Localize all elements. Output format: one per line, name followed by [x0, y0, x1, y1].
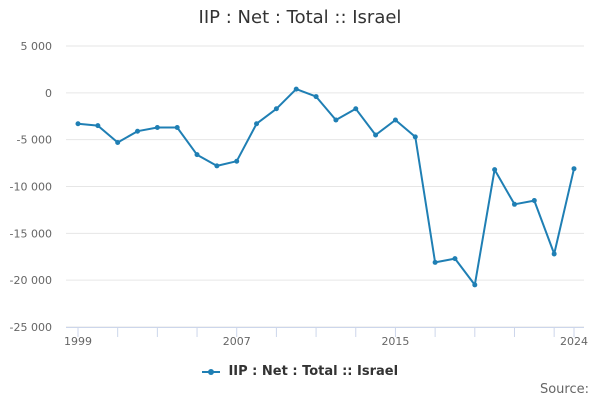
data-point[interactable]	[214, 163, 220, 169]
data-point[interactable]	[373, 132, 379, 138]
data-point[interactable]	[174, 124, 180, 130]
data-point[interactable]	[293, 86, 299, 92]
y-tick-label: 5 000	[21, 40, 53, 53]
source-label: Source:	[539, 382, 589, 397]
y-tick-label: -15 000	[10, 227, 52, 240]
data-point[interactable]	[154, 124, 160, 130]
y-tick-label: -25 000	[10, 321, 52, 334]
data-point[interactable]	[531, 198, 537, 204]
data-point[interactable]	[115, 139, 121, 145]
x-tick-label: 2007	[223, 335, 251, 348]
data-point[interactable]	[194, 152, 200, 158]
data-point[interactable]	[551, 251, 557, 257]
legend-swatch-icon	[201, 367, 220, 377]
y-tick-label: 0	[45, 87, 52, 100]
series-layer	[75, 86, 577, 288]
data-point[interactable]	[452, 256, 458, 262]
data-point[interactable]	[432, 259, 438, 265]
data-point[interactable]	[95, 123, 101, 129]
y-tick-label: -10 000	[10, 181, 52, 194]
data-point[interactable]	[313, 94, 319, 100]
y-tick-label: -5 000	[17, 134, 52, 147]
data-point[interactable]	[254, 121, 260, 127]
series-line	[77, 88, 575, 286]
gridlines	[66, 45, 584, 328]
data-point[interactable]	[492, 167, 498, 173]
data-point[interactable]	[392, 117, 398, 123]
data-point[interactable]	[273, 106, 279, 112]
data-point[interactable]	[75, 121, 81, 127]
data-point[interactable]	[234, 158, 240, 164]
y-axis: 5 000 0 -5 000 -10 000 -15 000 -20 000 -25 000	[10, 40, 52, 334]
y-tick-label: -20 000	[10, 274, 52, 287]
x-tick-label: 1999	[64, 335, 92, 348]
data-point[interactable]	[333, 117, 339, 123]
x-tick-label: 2015	[381, 335, 409, 348]
legend-label: IIP : Net : Total :: Israel	[228, 364, 399, 379]
data-point[interactable]	[412, 134, 418, 140]
chart-title: IIP : Net : Total :: Israel	[198, 7, 402, 28]
x-tick-label: 2024	[560, 335, 588, 348]
x-axis: 1999 2007 2015 2024	[64, 327, 588, 348]
data-point[interactable]	[472, 282, 478, 288]
data-point[interactable]	[571, 166, 577, 172]
data-point[interactable]	[135, 128, 141, 134]
data-point[interactable]	[353, 106, 359, 112]
legend[interactable]: IIP : Net : Total :: Israel	[0, 364, 600, 379]
data-point[interactable]	[511, 201, 517, 207]
